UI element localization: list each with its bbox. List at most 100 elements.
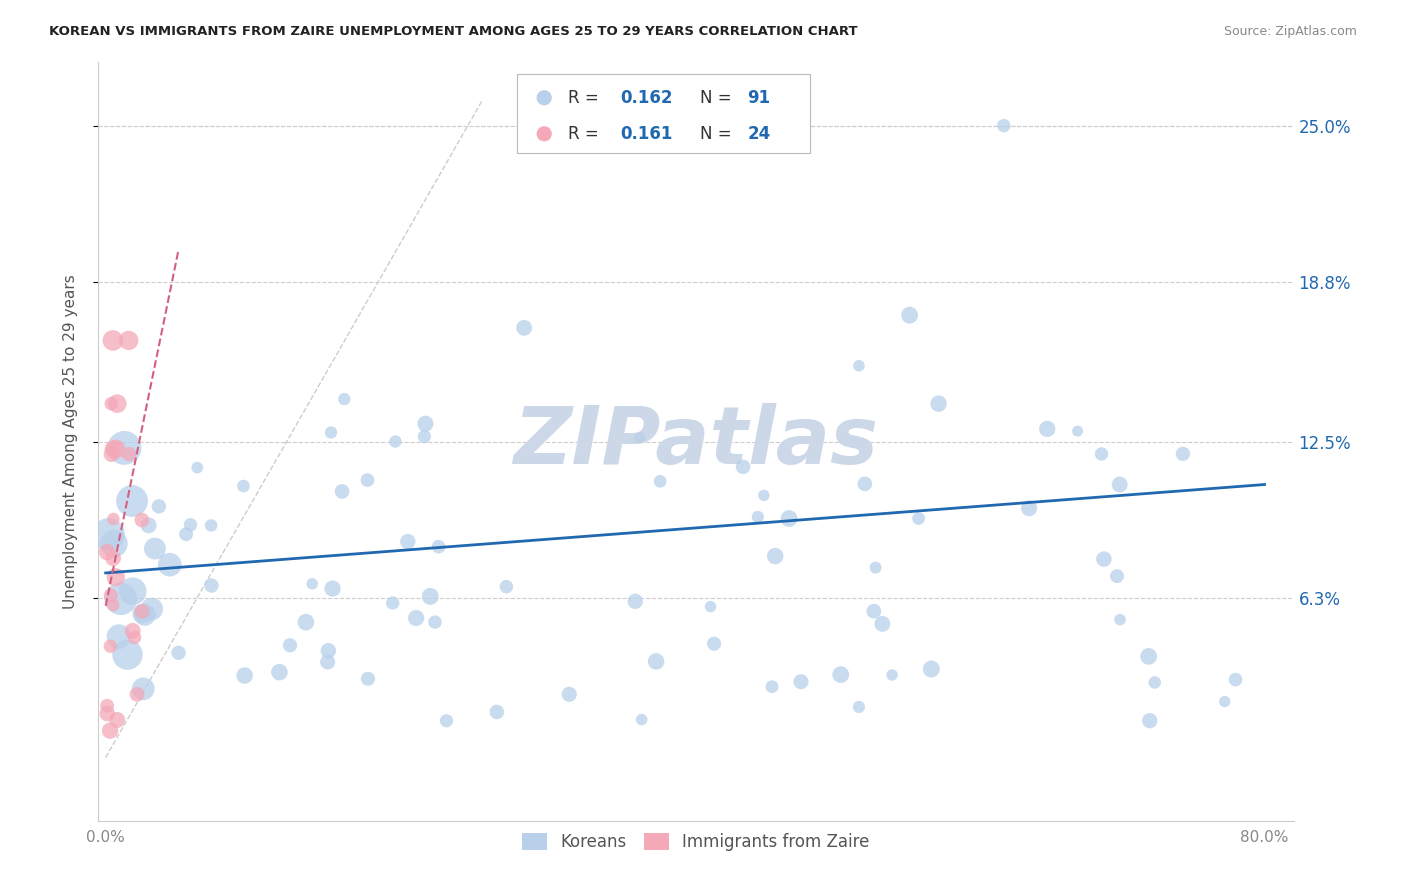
FancyBboxPatch shape (517, 74, 810, 153)
Point (356, 473, 378, 487)
Point (105, 713, 128, 727)
Point (110, 591, 132, 606)
Text: N =: N = (700, 125, 737, 143)
Point (898, 308, 921, 322)
Point (413, 429, 436, 443)
Point (330, 484, 353, 499)
Point (179, 517, 201, 532)
Point (396, 534, 419, 549)
Point (830, 667, 852, 681)
Point (104, 442, 127, 457)
Text: ZIPatlas: ZIPatlas (513, 402, 879, 481)
Text: 24: 24 (748, 125, 770, 143)
Point (318, 643, 340, 657)
Text: N =: N = (700, 89, 737, 107)
Point (423, 615, 446, 629)
Point (148, 500, 170, 514)
Point (322, 582, 344, 596)
Point (699, 599, 721, 614)
Point (405, 611, 427, 625)
Point (138, 518, 160, 533)
Point (703, 637, 725, 651)
Point (232, 479, 254, 493)
Point (1108, 477, 1130, 491)
Point (200, 578, 222, 592)
Point (848, 699, 870, 714)
Point (97, 527, 120, 541)
Point (301, 576, 323, 591)
Point (485, 705, 508, 719)
Point (645, 655, 668, 669)
Point (907, 511, 929, 525)
Point (295, 615, 318, 630)
Point (1213, 694, 1236, 708)
Point (384, 434, 406, 449)
Point (98, 723, 121, 738)
Point (1143, 675, 1166, 690)
Point (131, 513, 153, 527)
Point (121, 584, 143, 599)
Text: 0.161: 0.161 (620, 125, 673, 143)
Text: R =: R = (568, 89, 605, 107)
Text: 0.162: 0.162 (620, 89, 673, 107)
Point (419, 590, 441, 604)
Point (117, 648, 139, 662)
Point (1018, 501, 1040, 516)
Point (920, 662, 942, 676)
Point (103, 598, 125, 612)
Point (993, 119, 1015, 133)
Point (112, 441, 135, 455)
Point (121, 494, 143, 508)
Point (125, 687, 148, 701)
Point (1109, 613, 1132, 627)
Point (928, 396, 950, 410)
Point (731, 459, 754, 474)
Point (415, 417, 437, 431)
Point (628, 431, 651, 445)
Point (100, 447, 122, 461)
Text: KOREAN VS IMMIGRANTS FROM ZAIRE UNEMPLOYMENT AMONG AGES 25 TO 29 YEARS CORRELATI: KOREAN VS IMMIGRANTS FROM ZAIRE UNEMPLOY… (49, 25, 858, 38)
Point (427, 540, 450, 554)
Point (761, 680, 783, 694)
Point (101, 334, 124, 348)
Point (167, 646, 190, 660)
Point (763, 549, 786, 563)
Point (1036, 422, 1059, 436)
Point (134, 607, 156, 622)
Point (131, 604, 153, 618)
Point (121, 624, 143, 638)
Point (848, 359, 870, 373)
Point (1092, 552, 1115, 566)
Point (269, 665, 291, 680)
Point (118, 447, 141, 461)
Point (853, 476, 876, 491)
Point (882, 668, 904, 682)
Point (124, 631, 146, 645)
Point (1171, 447, 1194, 461)
Point (1066, 424, 1088, 438)
Point (558, 687, 581, 701)
Text: Source: ZipAtlas.com: Source: ZipAtlas.com (1223, 25, 1357, 38)
Point (96, 545, 118, 559)
Point (1090, 447, 1112, 461)
Point (319, 425, 342, 440)
Point (103, 442, 125, 457)
Point (132, 681, 155, 696)
Point (513, 321, 536, 335)
Point (752, 488, 775, 502)
Point (1225, 673, 1247, 687)
Point (159, 558, 181, 572)
Point (100, 639, 122, 653)
Point (650, 475, 672, 489)
Point (1107, 569, 1129, 583)
Legend: Koreans, Immigrants from Zaire: Koreans, Immigrants from Zaire (516, 826, 876, 858)
Point (1139, 714, 1161, 728)
Point (100, 396, 122, 410)
Point (96, 698, 118, 713)
Point (357, 672, 380, 686)
Point (103, 512, 125, 526)
Point (436, 714, 458, 728)
Point (108, 630, 131, 644)
Point (141, 602, 163, 616)
Point (186, 460, 208, 475)
